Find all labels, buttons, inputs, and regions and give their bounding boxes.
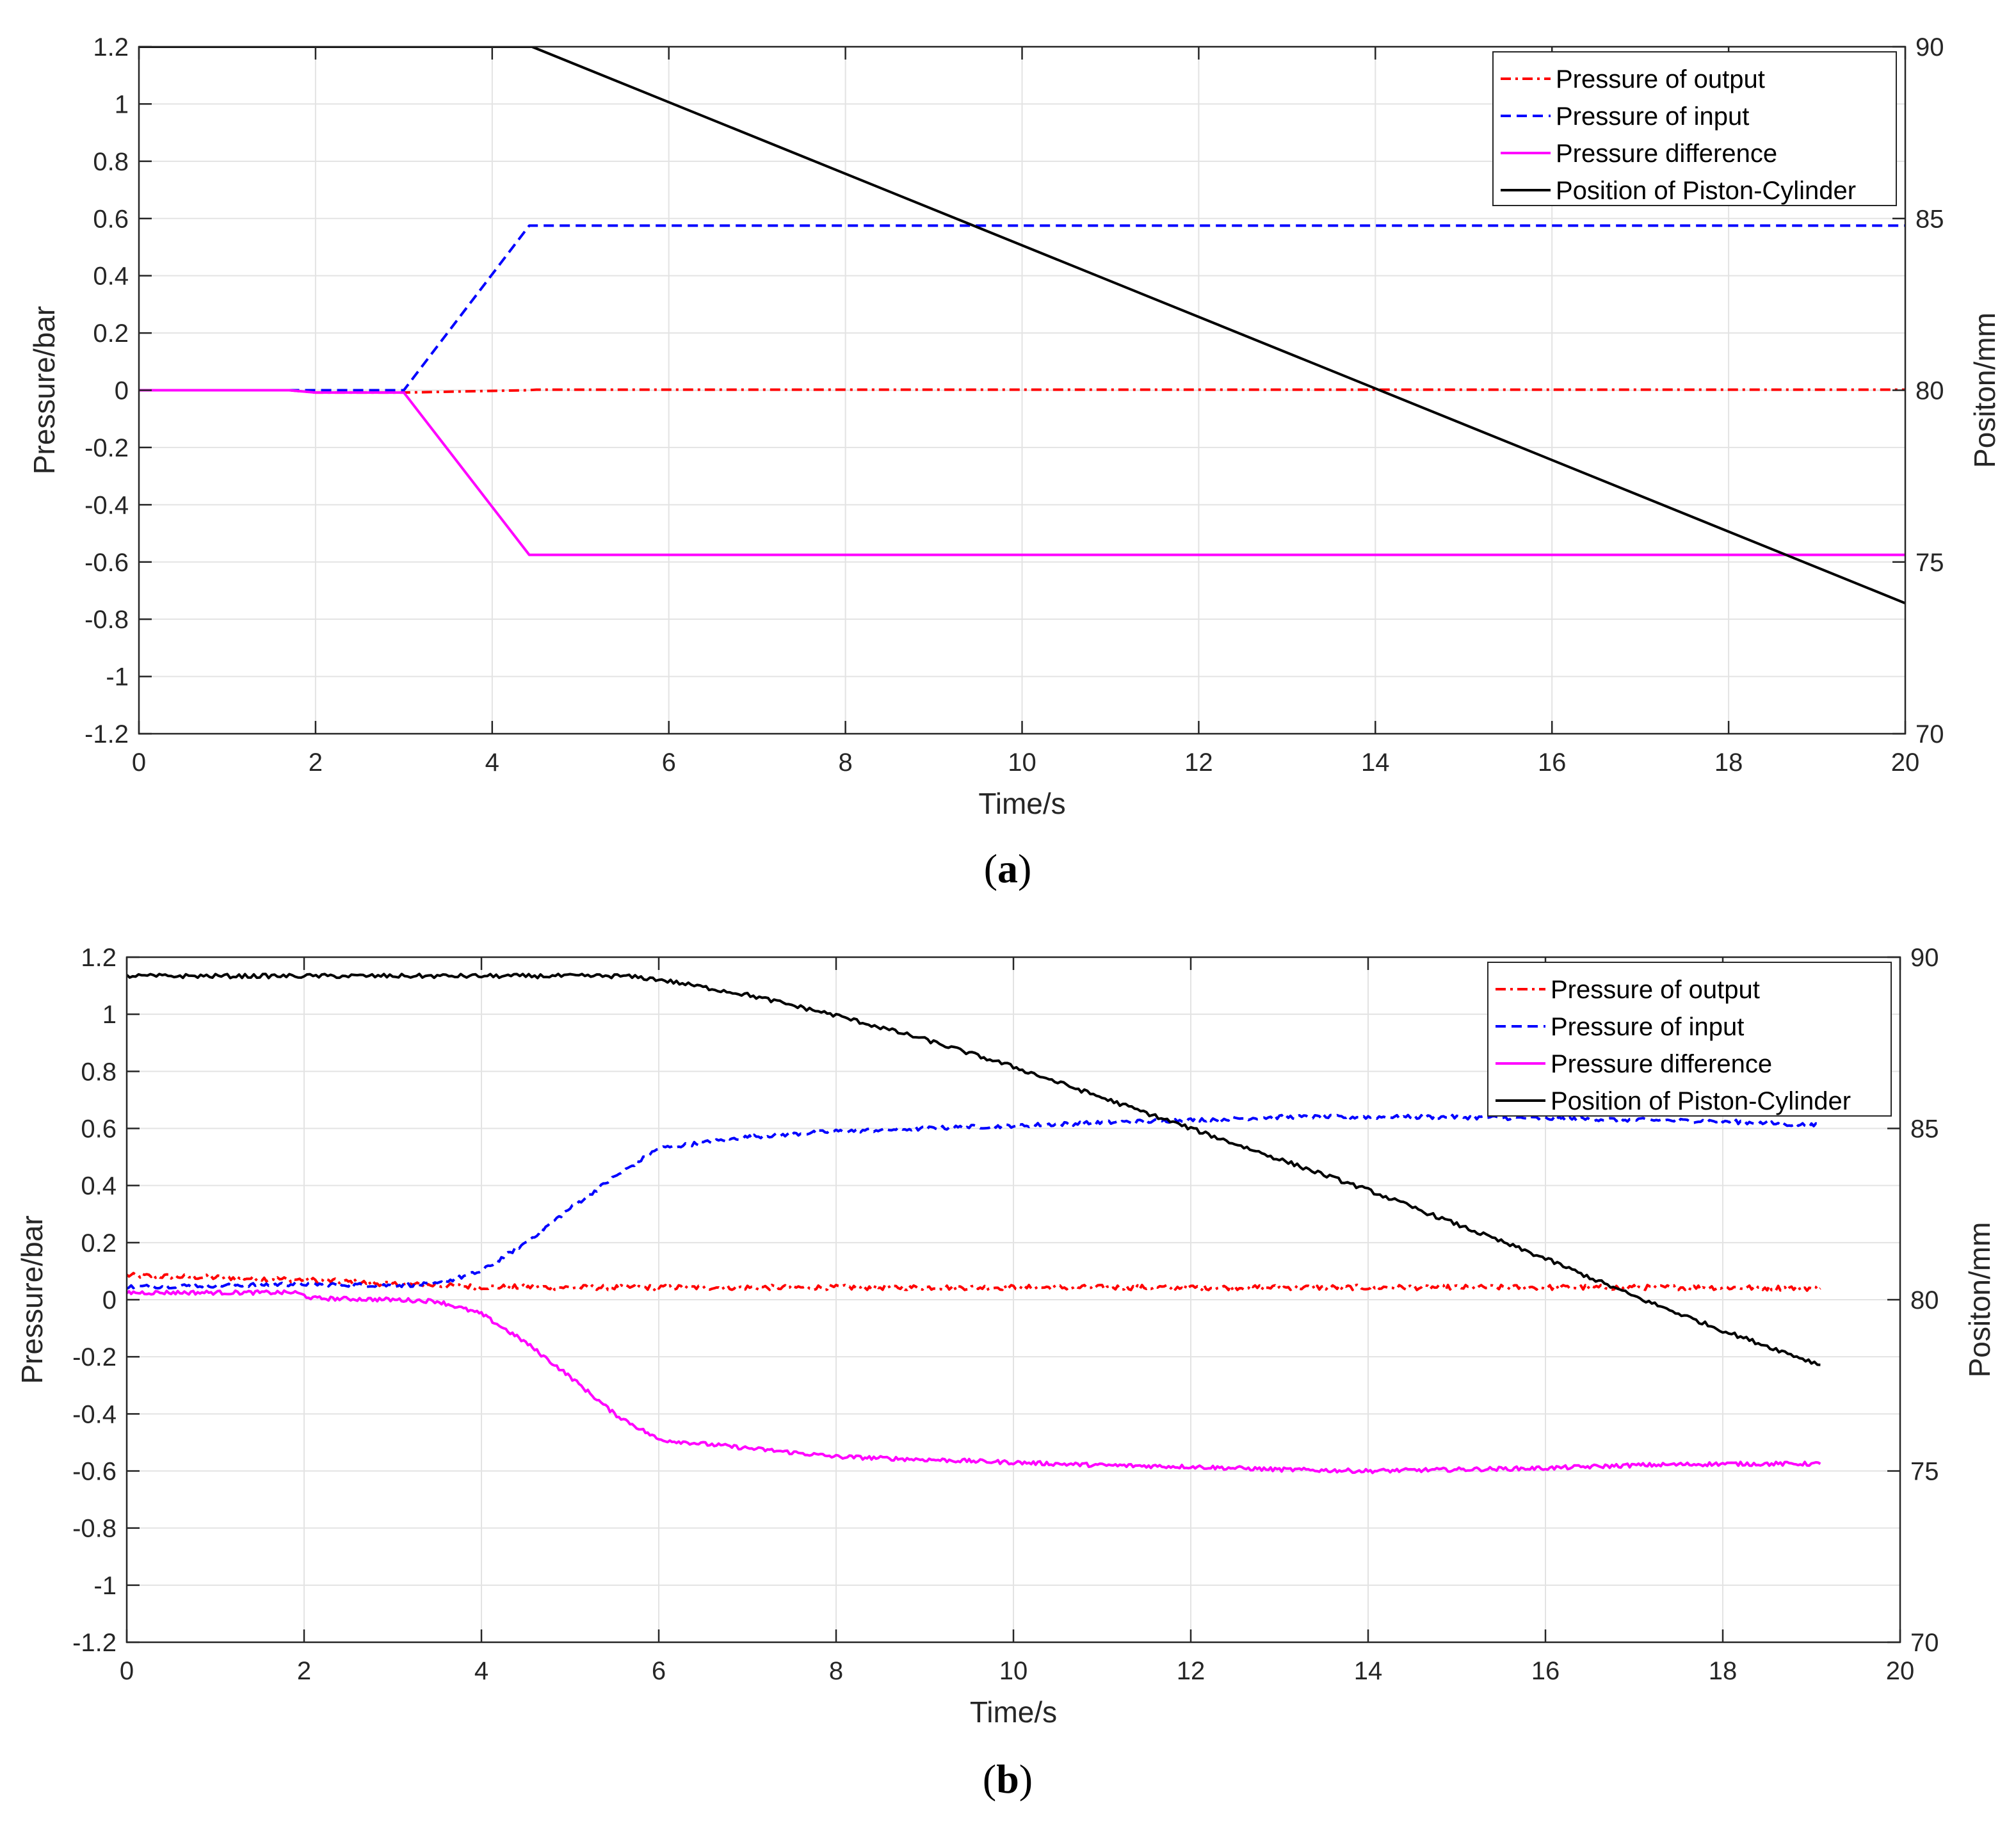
panel-a-y-tick-label: -0.6 [85, 549, 129, 577]
panel-b-y-tick-label: 0 [102, 1286, 117, 1314]
panel-b-x-tick-label: 6 [652, 1657, 666, 1685]
panel-b-x-tick-label: 12 [1177, 1657, 1206, 1685]
panel-b-y-tick-label: -1.2 [72, 1629, 117, 1657]
panel-b-x-axis-title: Time/s [970, 1695, 1057, 1729]
panel-a-y2-tick-label: 75 [1915, 549, 1944, 577]
panel-a-y-axis-title: Pressure/bar [28, 306, 61, 474]
panel-b-caption-open: ( [983, 1756, 996, 1802]
panel-a-x-tick-label: 4 [485, 748, 499, 777]
panel-a-x-tick-label: 14 [1361, 748, 1390, 777]
panel-b-y-tick-label: -0.8 [72, 1515, 117, 1543]
panel-b-caption-close: ) [1019, 1756, 1033, 1802]
panel-a-x-tick-label: 0 [132, 748, 146, 777]
panel-b-y2-tick-label: 70 [1910, 1629, 1939, 1657]
panel-b-x-tick-label: 2 [297, 1657, 311, 1685]
panel-b-y2-tick-label: 85 [1910, 1115, 1939, 1143]
panel-b-x-tick-label: 20 [1886, 1657, 1915, 1685]
panel-a-x-tick-label: 16 [1538, 748, 1567, 777]
panel-b-x-tick-label: 0 [120, 1657, 134, 1685]
panel-b-caption: (b) [983, 1756, 1033, 1802]
panel-a-y-tick-label: -1.2 [85, 720, 129, 748]
panel-a-series-group [139, 47, 1905, 604]
panel-a-y2-tick-label: 85 [1915, 205, 1944, 233]
panel-a-x-tick-label: 12 [1184, 748, 1213, 777]
panel-a-chart: 0 2 4 6 8 10 12 14 16 18 20-1.2-1-0.8-0.6-0.4-0.20… [28, 33, 2001, 891]
panel-b-y-tick-label: -0.2 [72, 1343, 117, 1371]
panel-b-y2-axis-title: Positon/mm [1963, 1222, 1996, 1378]
panel-b-y-tick-label: 0.2 [81, 1229, 117, 1257]
panel-b-legend-box [1487, 962, 1892, 1117]
panel-b-legend-label-4: Position of Piston-Cylinder [1551, 1087, 1851, 1115]
panel-b-x-tick-label: 8 [829, 1657, 843, 1685]
panel-b-series-line-2 [127, 1113, 1821, 1290]
panel-a-y-tick-label: -0.8 [85, 606, 129, 634]
panel-b-y2-tick-label: 80 [1910, 1286, 1939, 1314]
panel-a-y-tick-label: 1 [115, 90, 129, 118]
panel-b-y-tick-label: -0.4 [72, 1400, 117, 1428]
panel-a-y-tick-label: -0.4 [85, 491, 129, 519]
panel-b-y2-tick-label: 90 [1910, 944, 1939, 972]
panel-a-series-line-2 [289, 224, 1905, 392]
panel-b-y2-tick-label: 75 [1910, 1458, 1939, 1486]
panel-a-y-tick-label: 1.2 [93, 33, 129, 61]
panel-b-chart: 0 2 4 6 8 10 12 14 16 18 20-1.2-1-0.8-0.6-0.4-0.20… [15, 944, 1996, 1802]
panel-b-y-tick-label: 1 [102, 1001, 117, 1029]
panel-b-y-tick-label: 1.2 [81, 944, 117, 972]
panel-a-y-tick-label: 0.8 [93, 148, 129, 176]
panel-b-x-tick-label: 10 [999, 1657, 1028, 1685]
panel-a-legend-box [1492, 51, 1897, 206]
panel-b-x-tick-label: 4 [474, 1657, 488, 1685]
panel-b-y-tick-label: -1 [93, 1572, 117, 1600]
panel-b-series-group [127, 973, 1821, 1475]
panel-a-y-tick-label: -0.2 [85, 434, 129, 462]
panel-b-y-tick-label: 0.4 [81, 1172, 117, 1200]
panel-a-caption: (a) [984, 846, 1032, 891]
panel-a-y-tick-label: 0.4 [93, 263, 129, 291]
panel-a-y2-axis-title: Positon/mm [1968, 312, 2001, 468]
panel-a-x-tick-label: 6 [662, 748, 676, 777]
panel-a-caption-letter: a [997, 846, 1018, 891]
panel-b-y-axis-title: Pressure/bar [15, 1215, 49, 1384]
panel-a-x-tick-label: 10 [1008, 748, 1036, 777]
panel-b-series-line-3 [127, 1289, 1821, 1475]
panel-a-x-tick-label: 18 [1714, 748, 1743, 777]
panel-a-y-tick-label: 0.6 [93, 205, 129, 233]
panel-a-series-line-3 [139, 389, 1905, 556]
panel-a-y-tick-label: 0.2 [93, 319, 129, 348]
panel-a-caption-open: ( [984, 846, 997, 891]
panel-a-legend-label-1: Pressure of output [1556, 65, 1765, 93]
panel-a-y-tick-label: -1 [106, 663, 129, 691]
panel-b-x-tick-label: 14 [1354, 1657, 1383, 1685]
panel-a-x-tick-label: 2 [309, 748, 323, 777]
panel-b-legend-label-2: Pressure of input [1551, 1013, 1744, 1041]
panel-a-y2-tick-label: 70 [1915, 720, 1944, 748]
panel-b-y-tick-label: 0.8 [81, 1058, 117, 1086]
panel-b-caption-letter: b [996, 1756, 1019, 1802]
panel-a-legend-label-4: Position of Piston-Cylinder [1556, 177, 1856, 205]
panel-a-y2-tick-label: 90 [1915, 33, 1944, 61]
panel-b-y-tick-label: -0.6 [72, 1458, 117, 1486]
panel-b-legend-label-1: Pressure of output [1551, 976, 1760, 1004]
panel-a-caption-close: ) [1018, 846, 1031, 891]
panel-b-series-line-4 [127, 973, 1821, 1366]
panel-a-y-tick-label: 0 [115, 377, 129, 405]
panel-a-legend-label-2: Pressure of input [1556, 102, 1749, 131]
panel-a-x-axis-title: Time/s [978, 787, 1065, 820]
panel-a-y2-tick-label: 80 [1915, 377, 1944, 405]
panel-a-legend-label-3: Pressure difference [1556, 140, 1777, 168]
panel-b-legend-label-3: Pressure difference [1551, 1050, 1772, 1078]
panel-b-x-tick-label: 18 [1709, 1657, 1738, 1685]
panel-b-y-tick-label: 0.6 [81, 1115, 117, 1143]
panel-a-series-line-4 [139, 47, 1905, 604]
panel-a-x-tick-label: 8 [838, 748, 852, 777]
panel-b-x-tick-label: 16 [1531, 1657, 1560, 1685]
panel-a-x-tick-label: 20 [1891, 748, 1920, 777]
